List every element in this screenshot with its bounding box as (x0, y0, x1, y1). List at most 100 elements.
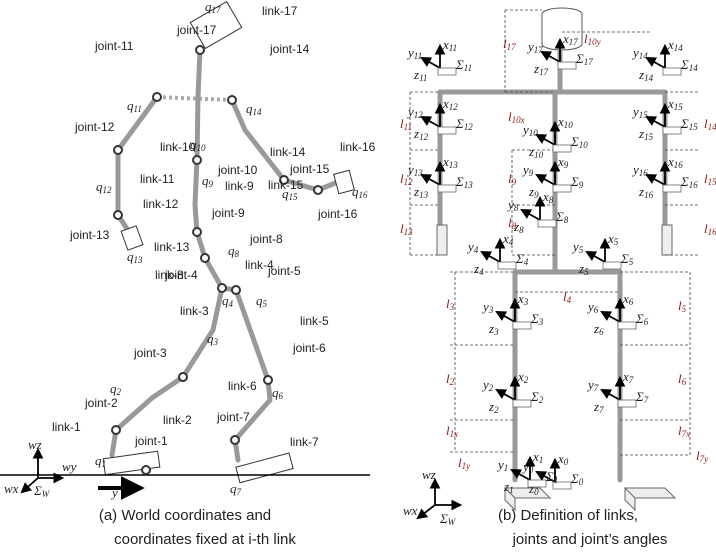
link-label: link-11 (140, 172, 175, 186)
world-axis-label: wz (28, 437, 42, 452)
frame-y-label: y1 (496, 457, 508, 473)
link-label: link-2 (163, 413, 192, 427)
frame-z-label: z4 (473, 261, 484, 277)
frame-origin (498, 262, 516, 269)
frame-z-label: z7 (593, 399, 604, 415)
joint-label: joint-12 (74, 120, 115, 134)
frame-y-label: y7 (586, 377, 599, 393)
length-label: l6 (678, 371, 687, 387)
frame-z-label: z9 (528, 184, 539, 200)
joint-marker (264, 376, 272, 384)
frame-axis (587, 252, 605, 262)
link-label: link-16 (340, 140, 376, 154)
frame-y-label: y3 (481, 299, 494, 315)
frame-y-label: y12 (406, 104, 423, 120)
frame-axis (537, 175, 555, 185)
joint-marker (201, 254, 209, 262)
angle-label: q16 (352, 184, 368, 200)
joint-marker (114, 211, 122, 219)
frame-z-label: z14 (638, 67, 654, 83)
world-axis-label: wy (62, 459, 77, 474)
frame-y-label: y11 (406, 45, 422, 61)
link-label: link-17 (262, 4, 298, 18)
frame-axis (647, 117, 665, 127)
direction-label: y (110, 485, 118, 500)
joint-marker (153, 93, 161, 101)
length-label: l4 (563, 289, 572, 305)
frame-origin (538, 220, 556, 227)
world-frame-label: ΣW (33, 483, 51, 499)
frame-origin (663, 185, 681, 192)
link-label: link-12 (143, 197, 179, 211)
frame-origin (553, 185, 571, 192)
frame-origin (438, 68, 456, 75)
frame-y-label: y5 (571, 239, 584, 255)
joint-label: joint-9 (211, 206, 245, 220)
frame-x-label: x3 (517, 291, 529, 307)
frame-z-label: z12 (413, 126, 429, 142)
frame-x-label: x2 (517, 369, 529, 385)
joint-marker (228, 96, 236, 104)
length-label: l7x (678, 423, 690, 439)
link-label: link-5 (300, 314, 329, 328)
frame-y-label: y9 (521, 162, 534, 178)
frame-x-label: x6 (622, 291, 634, 307)
frame-z-label: z13 (413, 184, 429, 200)
length-label: l3 (446, 296, 455, 312)
frame-x-label: x14 (667, 37, 683, 53)
frame-axis (497, 312, 515, 322)
frame-axis (602, 312, 620, 322)
caption-a: coordinates fixed at i-th link (114, 531, 296, 548)
link-label: link-1 (52, 420, 81, 434)
frame-z-label: z17 (533, 61, 549, 77)
frame-x-label: x10 (557, 114, 573, 130)
skeleton-b (410, 8, 700, 518)
frame-sigma-label: Σ15 (680, 116, 698, 132)
joint-marker (232, 286, 240, 294)
length-label: l1x (446, 423, 458, 439)
angle-label: q7 (230, 481, 242, 497)
length-label: l9 (508, 171, 517, 187)
frame-axis (602, 390, 620, 400)
frame-y-label: y0 (521, 459, 534, 475)
joint-marker (196, 46, 204, 54)
frame-axis (522, 210, 540, 220)
frame-sigma-label: Σ1 (545, 469, 558, 485)
frame-sigma-label: Σ9 (570, 174, 584, 190)
frame-x-label: x4 (502, 231, 514, 247)
frame-origin (553, 145, 571, 152)
angle-label: q12 (96, 179, 112, 195)
world-axis-label: wx (4, 481, 19, 496)
frame-y-label: y14 (631, 45, 648, 61)
frame-x-label: x0 (557, 451, 569, 467)
link-label: link-3 (180, 304, 209, 318)
frame-y-label: y6 (586, 299, 599, 315)
frame-sigma-label: Σ14 (680, 57, 698, 73)
joint-label: joint-6 (292, 341, 326, 355)
frame-y-label: y2 (481, 377, 494, 393)
frame-axis (497, 390, 515, 400)
frame-x-label: x7 (622, 369, 634, 385)
angle-label: q6 (272, 385, 284, 401)
frame-z-label: z5 (578, 261, 589, 277)
frame-sigma-label: Σ13 (455, 174, 473, 190)
frame-x-label: x9 (557, 154, 569, 170)
frame-sigma-label: Σ11 (455, 57, 472, 73)
frame-sigma-label: Σ16 (680, 174, 698, 190)
frame-z-label: z11 (413, 67, 427, 83)
angle-label: q8 (228, 243, 240, 259)
frame-z-label: z10 (528, 144, 544, 160)
joint-label: joint-3 (133, 346, 167, 360)
frame-origin (558, 62, 576, 69)
frame-z-label: z6 (593, 321, 604, 337)
angle-label: q5 (256, 293, 268, 309)
length-label: l16 (704, 221, 716, 237)
frame-z-label: z15 (638, 126, 654, 142)
length-label: l1y (458, 455, 470, 471)
frame-axis (422, 117, 440, 127)
world-axis-label: wz (422, 467, 436, 482)
length-label: l2 (446, 371, 455, 387)
joint-label: joint-15 (289, 162, 330, 176)
frame-x-label: x8 (542, 189, 554, 205)
link-label: link-14 (270, 145, 306, 159)
